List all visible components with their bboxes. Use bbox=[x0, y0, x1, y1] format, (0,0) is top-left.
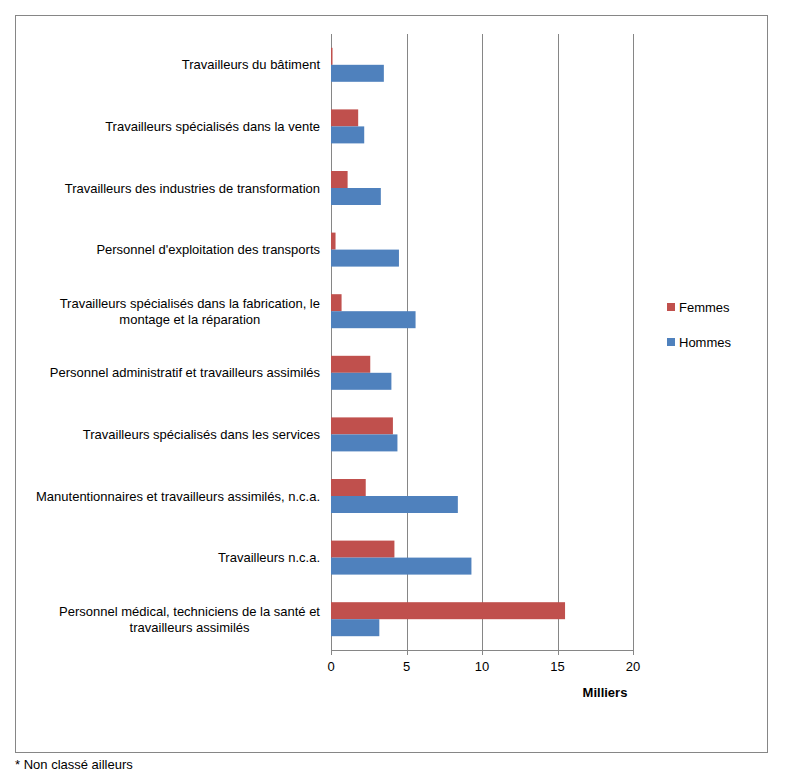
category-label: Travailleurs spécialisés dans la vente bbox=[105, 119, 320, 134]
tick-label: 20 bbox=[626, 659, 640, 674]
axis-label: Milliers bbox=[583, 685, 628, 700]
category-label: Personnel médical, techniciens de la san… bbox=[59, 604, 320, 635]
chart: 0 5 10 15 20 Travailleurs du bâtiment Travaill… bbox=[0, 0, 787, 778]
bar bbox=[331, 294, 342, 311]
tick-label: 5 bbox=[403, 659, 410, 674]
bar bbox=[331, 602, 565, 619]
bar bbox=[331, 126, 364, 143]
bar bbox=[331, 479, 366, 496]
legend: Femmes Hommes bbox=[667, 300, 732, 350]
category-label: Travailleurs des industries de transform… bbox=[65, 181, 320, 196]
category-label: Travailleurs n.c.a. bbox=[218, 550, 320, 565]
chart-frame bbox=[16, 16, 768, 753]
bar bbox=[331, 373, 391, 390]
axis-line bbox=[331, 650, 633, 651]
grid-line bbox=[558, 34, 559, 650]
bar bbox=[331, 109, 358, 126]
legend-key bbox=[667, 338, 675, 346]
bar bbox=[331, 496, 458, 513]
bar bbox=[331, 311, 416, 328]
category-label: Travailleurs spécialisés dans les servic… bbox=[83, 427, 321, 442]
legend-label: Hommes bbox=[679, 335, 732, 350]
bar bbox=[331, 558, 471, 575]
bar bbox=[331, 65, 384, 82]
bar bbox=[331, 541, 394, 558]
bar bbox=[331, 434, 397, 451]
grid-line bbox=[633, 34, 634, 650]
bar bbox=[331, 188, 381, 205]
category-label: Personnel administratif et travailleurs … bbox=[50, 365, 321, 380]
category-label: Travailleurs du bâtiment bbox=[182, 57, 321, 72]
tick-mark bbox=[633, 650, 634, 655]
bar bbox=[331, 356, 370, 373]
bar bbox=[331, 250, 399, 267]
bar bbox=[331, 171, 348, 188]
bars bbox=[331, 48, 565, 636]
grid bbox=[332, 34, 634, 655]
legend-key bbox=[667, 303, 675, 311]
footnote: * Non classé ailleurs bbox=[15, 757, 133, 772]
grid-line bbox=[482, 34, 483, 650]
tick-label: 15 bbox=[550, 659, 564, 674]
category-label: Manutentionnaires et travailleurs assimi… bbox=[36, 489, 320, 504]
bar bbox=[331, 233, 336, 250]
legend-label: Femmes bbox=[679, 300, 730, 315]
tick-label: 0 bbox=[327, 659, 334, 674]
category-label: Travailleurs spécialisés dans la fabrica… bbox=[60, 296, 320, 327]
bar bbox=[331, 48, 333, 65]
tick-label: 10 bbox=[475, 659, 489, 674]
bar bbox=[331, 417, 393, 434]
bar bbox=[331, 619, 379, 636]
category-label: Personnel d'exploitation des transports bbox=[96, 242, 320, 257]
